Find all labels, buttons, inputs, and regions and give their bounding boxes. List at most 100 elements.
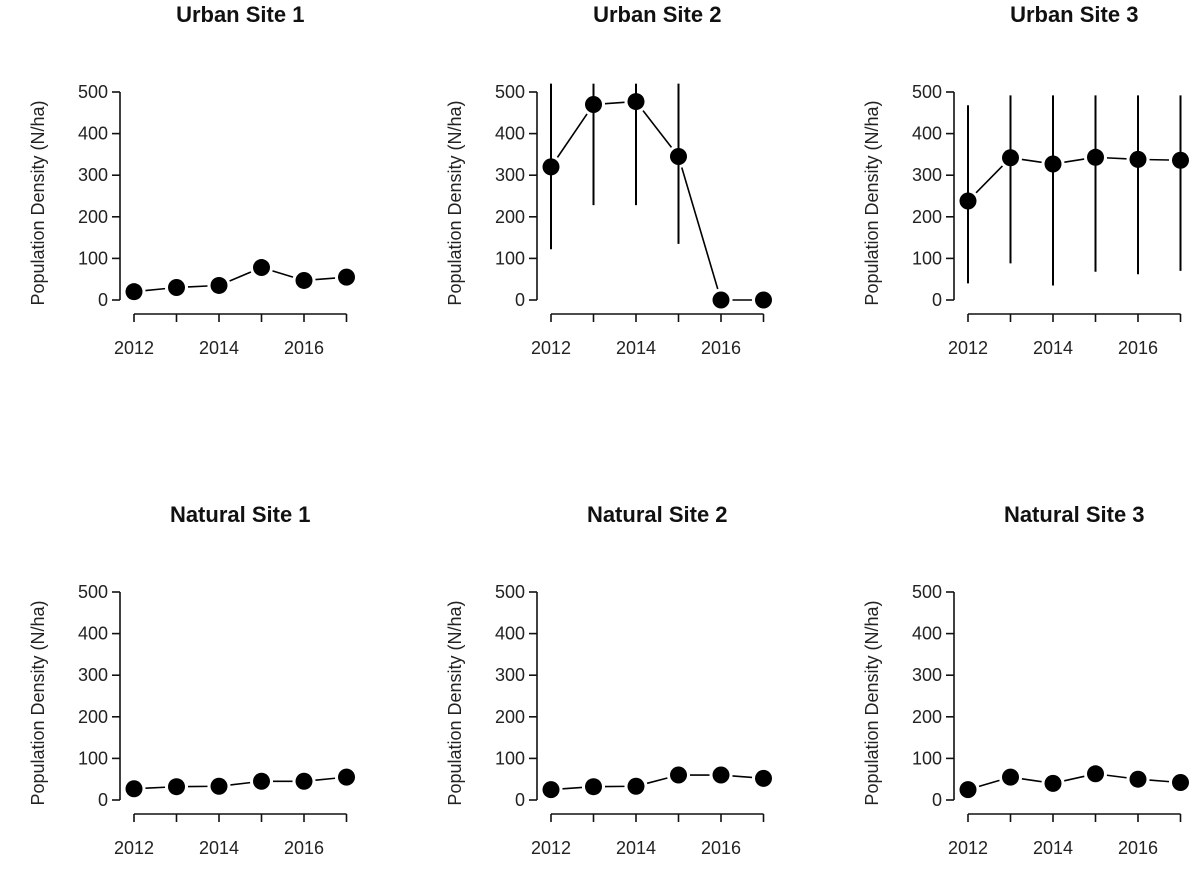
series-segment [1064, 775, 1085, 782]
y-tick-label: 400 [912, 124, 942, 144]
chart-panel: Natural Site 2 0 100 200 300 400 500 2012 2014 20… [445, 502, 772, 858]
chart-panel: Natural Site 3 0 100 200 300 400 500 2012 2014 20… [862, 502, 1189, 858]
x-tick-label: 2016 [284, 338, 324, 358]
series-segment [315, 777, 336, 781]
y-tick-label: 0 [515, 290, 525, 310]
y-tick-label: 500 [78, 582, 108, 602]
x-tick-label: 2012 [114, 338, 154, 358]
x-tick-label: 2014 [616, 838, 656, 858]
y-tick-label: 400 [495, 124, 525, 144]
series-segment [1064, 158, 1085, 163]
y-tick-label: 300 [78, 665, 108, 685]
x-tick-label: 2016 [1118, 838, 1158, 858]
y-tick-label: 200 [495, 707, 525, 727]
y-axis-label: Population Density (N/ha) [445, 100, 465, 305]
x-tick-label: 2014 [199, 838, 239, 858]
y-tick-label: 300 [495, 165, 525, 185]
y-tick-label: 0 [932, 290, 942, 310]
y-tick-label: 200 [78, 207, 108, 227]
data-point [585, 778, 602, 796]
data-point [295, 772, 313, 790]
series-segment [732, 775, 753, 779]
x-tick-label: 2012 [948, 338, 988, 358]
y-tick-label: 100 [78, 248, 108, 268]
data-point [1129, 770, 1147, 788]
data-point [542, 781, 560, 799]
data-point [712, 766, 730, 784]
series-segment [562, 786, 583, 790]
data-point [585, 95, 602, 113]
chart-panel: Urban Site 3 0 100 200 300 400 500 2012 2014 2016… [862, 2, 1189, 358]
y-tick-label: 100 [912, 748, 942, 768]
data-point [253, 772, 270, 790]
x-tick-label: 2012 [114, 838, 154, 858]
data-point [210, 276, 228, 294]
x-tick-label: 2014 [199, 338, 239, 358]
series-segment [1021, 777, 1042, 783]
chart-panel: Natural Site 1 0 100 200 300 400 500 2012 2014 20… [28, 502, 355, 858]
series-segment [556, 113, 588, 158]
series-segment [1106, 774, 1127, 779]
y-axis-label: Population Density (N/ha) [28, 100, 48, 305]
chart-title: Urban Site 3 [1010, 2, 1138, 27]
y-axis-label: Population Density (N/ha) [862, 100, 882, 305]
y-tick-label: 100 [495, 248, 525, 268]
data-point [1044, 155, 1062, 173]
data-point [712, 291, 730, 309]
data-point [125, 283, 143, 301]
y-tick-label: 500 [78, 82, 108, 102]
series-segment [646, 777, 668, 785]
series-segment [272, 270, 294, 278]
data-point [1172, 151, 1189, 169]
y-tick-label: 400 [912, 624, 942, 644]
y-tick-label: 400 [78, 624, 108, 644]
series-segment [1106, 157, 1127, 160]
data-point [1129, 150, 1147, 168]
data-point [1002, 149, 1019, 167]
data-point [1172, 774, 1189, 792]
chart-title: Natural Site 3 [1004, 502, 1145, 527]
y-axis-label: Population Density (N/ha) [445, 600, 465, 805]
series-segment [315, 277, 336, 281]
data-point [1087, 765, 1104, 783]
data-point [959, 781, 977, 799]
data-point [210, 777, 228, 795]
data-point [670, 147, 687, 165]
data-point [670, 766, 687, 784]
series-segment [680, 167, 719, 290]
x-tick-label: 2014 [1033, 838, 1073, 858]
y-axis-label: Population Density (N/ha) [862, 600, 882, 805]
x-tick-label: 2016 [284, 838, 324, 858]
data-point [542, 158, 560, 176]
y-tick-label: 100 [912, 248, 942, 268]
y-axis-label: Population Density (N/ha) [28, 600, 48, 805]
y-tick-label: 200 [78, 707, 108, 727]
y-tick-label: 500 [912, 82, 942, 102]
y-tick-label: 400 [78, 124, 108, 144]
x-tick-label: 2016 [701, 338, 741, 358]
y-tick-label: 400 [495, 624, 525, 644]
y-tick-label: 0 [98, 790, 108, 810]
series-segment [1021, 158, 1042, 164]
series-segment [230, 781, 251, 786]
x-tick-label: 2014 [1033, 338, 1073, 358]
y-tick-label: 500 [495, 582, 525, 602]
chart-title: Urban Site 2 [593, 2, 721, 27]
x-tick-label: 2014 [616, 338, 656, 358]
data-point [627, 777, 645, 795]
data-point [168, 778, 185, 796]
y-tick-label: 300 [78, 165, 108, 185]
series-segment [975, 165, 1004, 194]
y-tick-label: 300 [495, 665, 525, 685]
data-point [1044, 774, 1062, 792]
data-point [1087, 148, 1104, 166]
series-segment [604, 101, 625, 105]
x-tick-label: 2016 [701, 838, 741, 858]
y-tick-label: 500 [495, 82, 525, 102]
data-point [755, 769, 772, 787]
series-segment [145, 287, 166, 292]
y-tick-label: 0 [98, 290, 108, 310]
series-segment [229, 271, 252, 282]
data-point [338, 268, 355, 286]
